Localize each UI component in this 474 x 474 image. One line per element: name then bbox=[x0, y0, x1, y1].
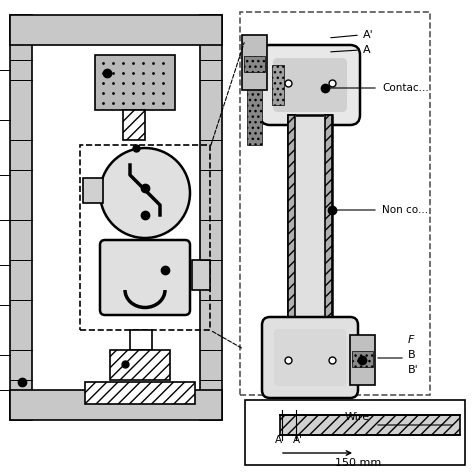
FancyBboxPatch shape bbox=[325, 115, 332, 340]
FancyBboxPatch shape bbox=[272, 65, 284, 105]
FancyBboxPatch shape bbox=[352, 351, 373, 367]
Text: F: F bbox=[408, 335, 414, 345]
Text: Contac...: Contac... bbox=[382, 83, 429, 93]
FancyBboxPatch shape bbox=[200, 15, 222, 420]
FancyBboxPatch shape bbox=[274, 329, 346, 386]
FancyBboxPatch shape bbox=[10, 15, 32, 420]
FancyBboxPatch shape bbox=[288, 115, 295, 340]
Text: A': A' bbox=[293, 435, 303, 445]
FancyBboxPatch shape bbox=[10, 390, 222, 420]
FancyBboxPatch shape bbox=[262, 317, 358, 398]
FancyBboxPatch shape bbox=[83, 178, 103, 203]
Text: A: A bbox=[363, 45, 371, 55]
Text: B': B' bbox=[408, 365, 419, 375]
Text: A': A' bbox=[363, 30, 374, 40]
FancyBboxPatch shape bbox=[10, 15, 222, 45]
FancyBboxPatch shape bbox=[324, 115, 332, 340]
FancyBboxPatch shape bbox=[110, 350, 170, 380]
FancyBboxPatch shape bbox=[192, 260, 210, 290]
Text: Wire: Wire bbox=[345, 412, 370, 422]
Text: Non co...: Non co... bbox=[382, 205, 428, 215]
FancyBboxPatch shape bbox=[260, 45, 360, 125]
Text: A: A bbox=[274, 435, 282, 445]
Text: 150 mm: 150 mm bbox=[335, 458, 381, 468]
FancyBboxPatch shape bbox=[245, 400, 465, 465]
Text: B: B bbox=[408, 350, 416, 360]
Ellipse shape bbox=[100, 148, 190, 238]
FancyBboxPatch shape bbox=[288, 115, 332, 340]
FancyBboxPatch shape bbox=[244, 56, 265, 72]
FancyBboxPatch shape bbox=[280, 415, 460, 435]
FancyBboxPatch shape bbox=[85, 382, 195, 404]
FancyBboxPatch shape bbox=[247, 90, 262, 145]
FancyBboxPatch shape bbox=[273, 58, 347, 112]
FancyBboxPatch shape bbox=[288, 115, 296, 340]
FancyBboxPatch shape bbox=[100, 240, 190, 315]
FancyBboxPatch shape bbox=[95, 55, 175, 110]
FancyBboxPatch shape bbox=[350, 335, 375, 385]
FancyBboxPatch shape bbox=[123, 110, 145, 140]
FancyBboxPatch shape bbox=[242, 35, 267, 90]
FancyBboxPatch shape bbox=[130, 330, 152, 350]
